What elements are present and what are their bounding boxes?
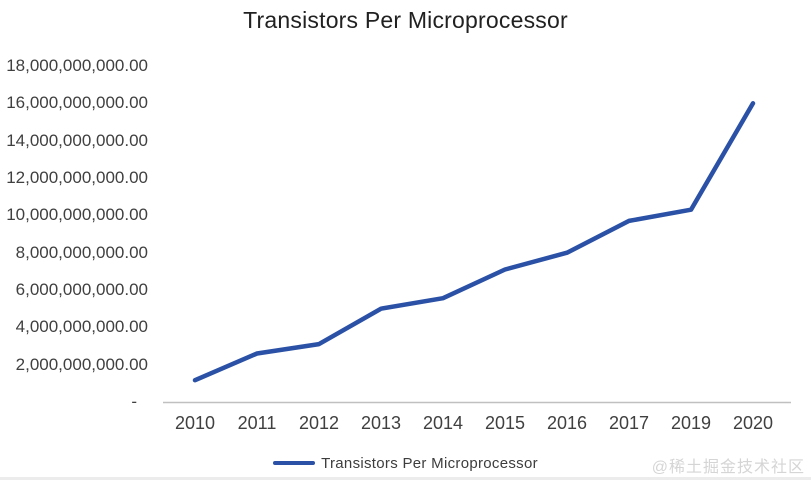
x-tick-label: 2015 [484, 413, 526, 433]
bottom-edge-bar [0, 477, 811, 480]
y-tick-label: 18,000,000,000.00 [6, 56, 148, 75]
y-tick-label: 2,000,000,000.00 [15, 354, 148, 374]
series-line [192, 101, 756, 383]
y-tick-label: 4,000,000,000.00 [15, 317, 148, 337]
x-tick-label: 2010 [174, 413, 216, 433]
x-tick-label: 2017 [608, 413, 650, 433]
x-tick-label: 2012 [298, 413, 340, 433]
y-tick-label: - [131, 392, 137, 411]
legend: Transistors Per Microprocessor [0, 452, 811, 474]
legend-line-swatch [273, 460, 316, 466]
y-tick-label: 10,000,000,000.00 [6, 205, 148, 225]
x-tick-label: 2013 [360, 413, 402, 433]
chart-title: Transistors Per Microprocessor [243, 7, 568, 33]
y-tick-label: 8,000,000,000.00 [15, 242, 148, 262]
x-tick-label: 2019 [670, 413, 712, 433]
x-tick-label: 2016 [546, 413, 588, 433]
y-tick-label: 16,000,000,000.00 [6, 93, 148, 113]
legend-label: Transistors Per Microprocessor [321, 454, 538, 472]
x-tick-label: 2011 [237, 413, 277, 433]
y-tick-label: 12,000,000,000.00 [6, 168, 148, 187]
watermark: @稀土掘金技术社区 [651, 459, 805, 476]
x-tick-label: 2014 [422, 413, 464, 433]
x-tick-label: 2020 [732, 413, 774, 433]
y-tick-label: 6,000,000,000.00 [15, 280, 148, 299]
y-tick-label: 14,000,000,000.00 [6, 130, 148, 150]
